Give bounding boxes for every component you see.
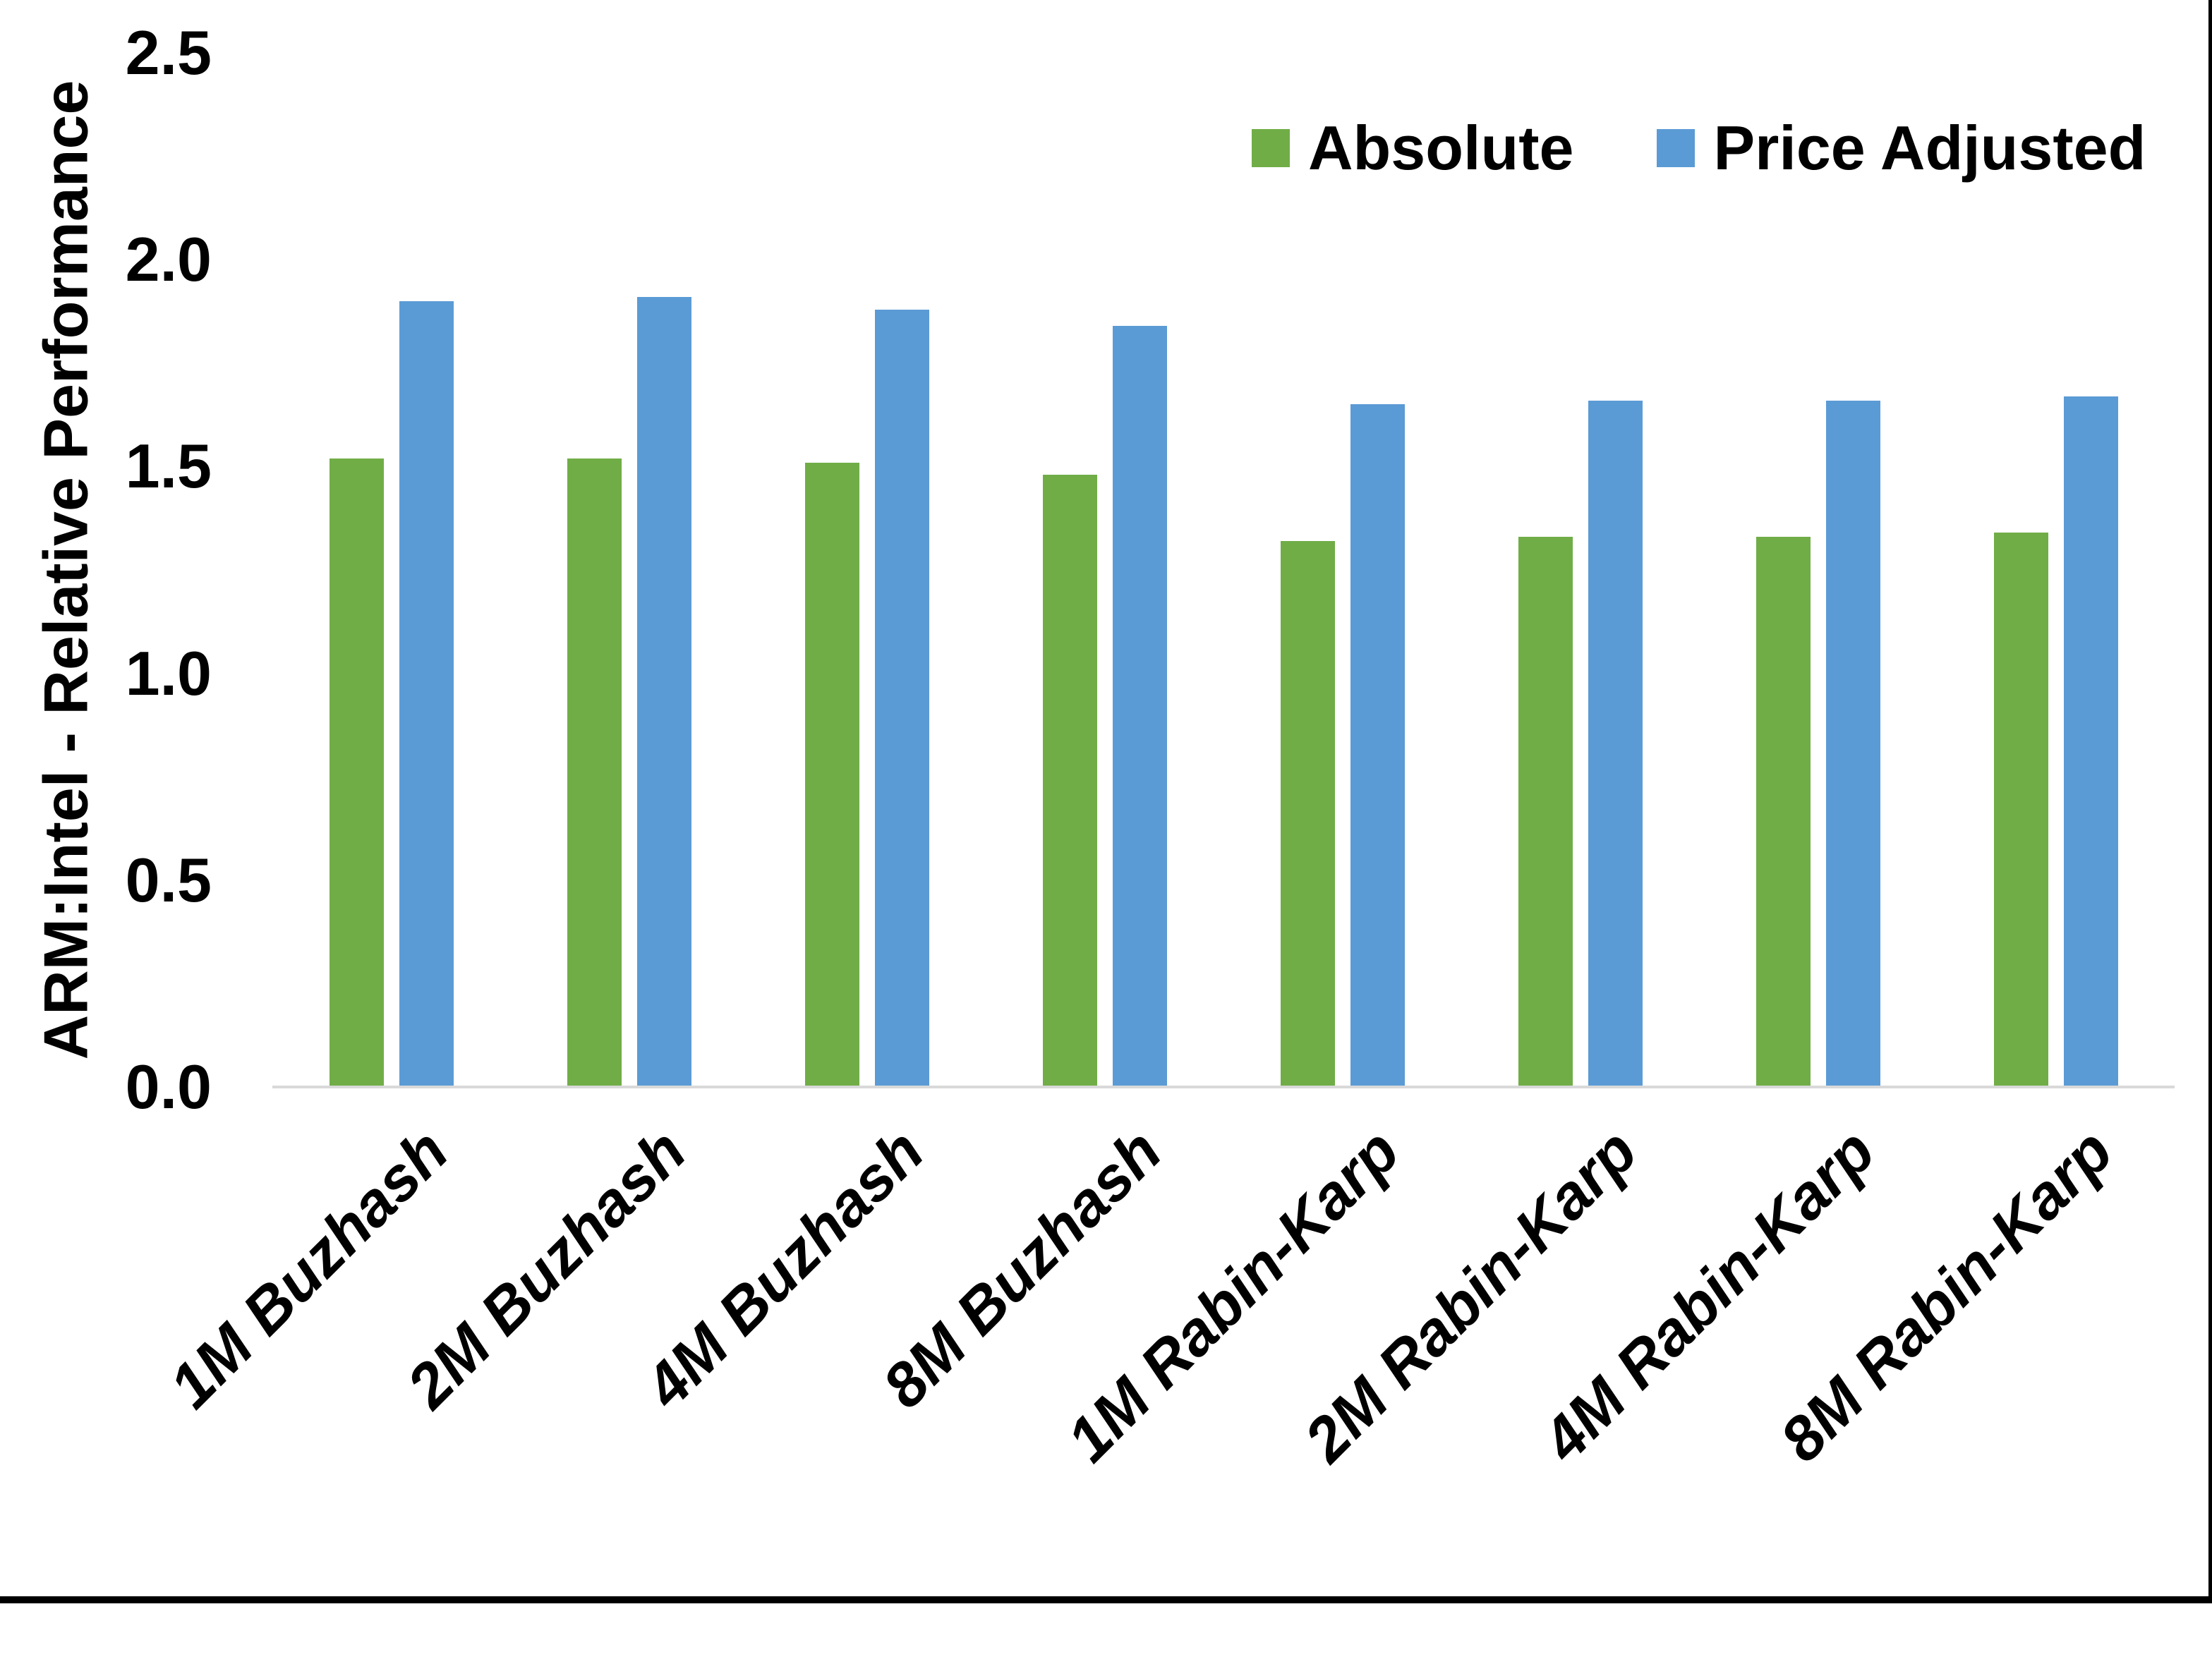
bar-absolute [1518, 537, 1573, 1087]
bar-price-adjusted [1112, 326, 1167, 1087]
bar-absolute [329, 458, 384, 1087]
bar-price-adjusted [874, 309, 929, 1087]
legend-label-absolute: Absolute [1308, 113, 1574, 183]
bar-group [1223, 53, 1461, 1087]
y-tick-label: 2.0 [125, 224, 212, 295]
legend: Absolute Price Adjusted [1252, 113, 2146, 183]
screenshot-bottom-border [0, 1596, 2212, 1603]
x-axis-line [272, 1086, 2175, 1088]
bar-group [986, 53, 1223, 1087]
y-tick-label: 0.0 [125, 1052, 212, 1122]
bar-price-adjusted [636, 296, 691, 1087]
legend-item-absolute: Absolute [1252, 113, 1573, 183]
bar-absolute [1280, 540, 1335, 1087]
bar-chart: ARM:Intel - Relative Performance 0.0 0.5 1… [0, 0, 2212, 1603]
bar-price-adjusted [1825, 400, 1880, 1087]
bar-group [1937, 53, 2175, 1087]
plot-area [272, 53, 2175, 1087]
bar-absolute [804, 462, 859, 1087]
bar-price-adjusted [1588, 400, 1643, 1087]
screenshot-right-border [2208, 0, 2212, 1603]
y-axis-title: ARM:Intel - Relative Performance [20, 53, 111, 1087]
bar-absolute [1042, 475, 1097, 1087]
bar-group [272, 53, 510, 1087]
legend-label-price-adjusted: Price Adjusted [1713, 113, 2146, 183]
y-tick-label: 1.5 [125, 431, 212, 502]
y-tick-label: 1.0 [125, 638, 212, 708]
legend-swatch-absolute [1252, 129, 1290, 167]
bar-group [1461, 53, 1699, 1087]
y-tick-label: 0.5 [125, 844, 212, 915]
bar-price-adjusted [1350, 404, 1405, 1087]
bar-absolute [1993, 533, 2048, 1087]
bar-group [748, 53, 986, 1087]
bar-price-adjusted [399, 300, 454, 1087]
y-tick-label: 2.5 [125, 18, 212, 87]
legend-item-price-adjusted: Price Adjusted [1657, 113, 2146, 183]
bar-absolute [1755, 537, 1811, 1087]
bar-group [510, 53, 748, 1087]
y-axis-title-text: ARM:Intel - Relative Performance [30, 80, 101, 1060]
bar-price-adjusted [2063, 396, 2118, 1087]
bar-absolute [567, 458, 622, 1087]
bar-group [1699, 53, 1937, 1087]
legend-swatch-price-adjusted [1657, 129, 1696, 167]
